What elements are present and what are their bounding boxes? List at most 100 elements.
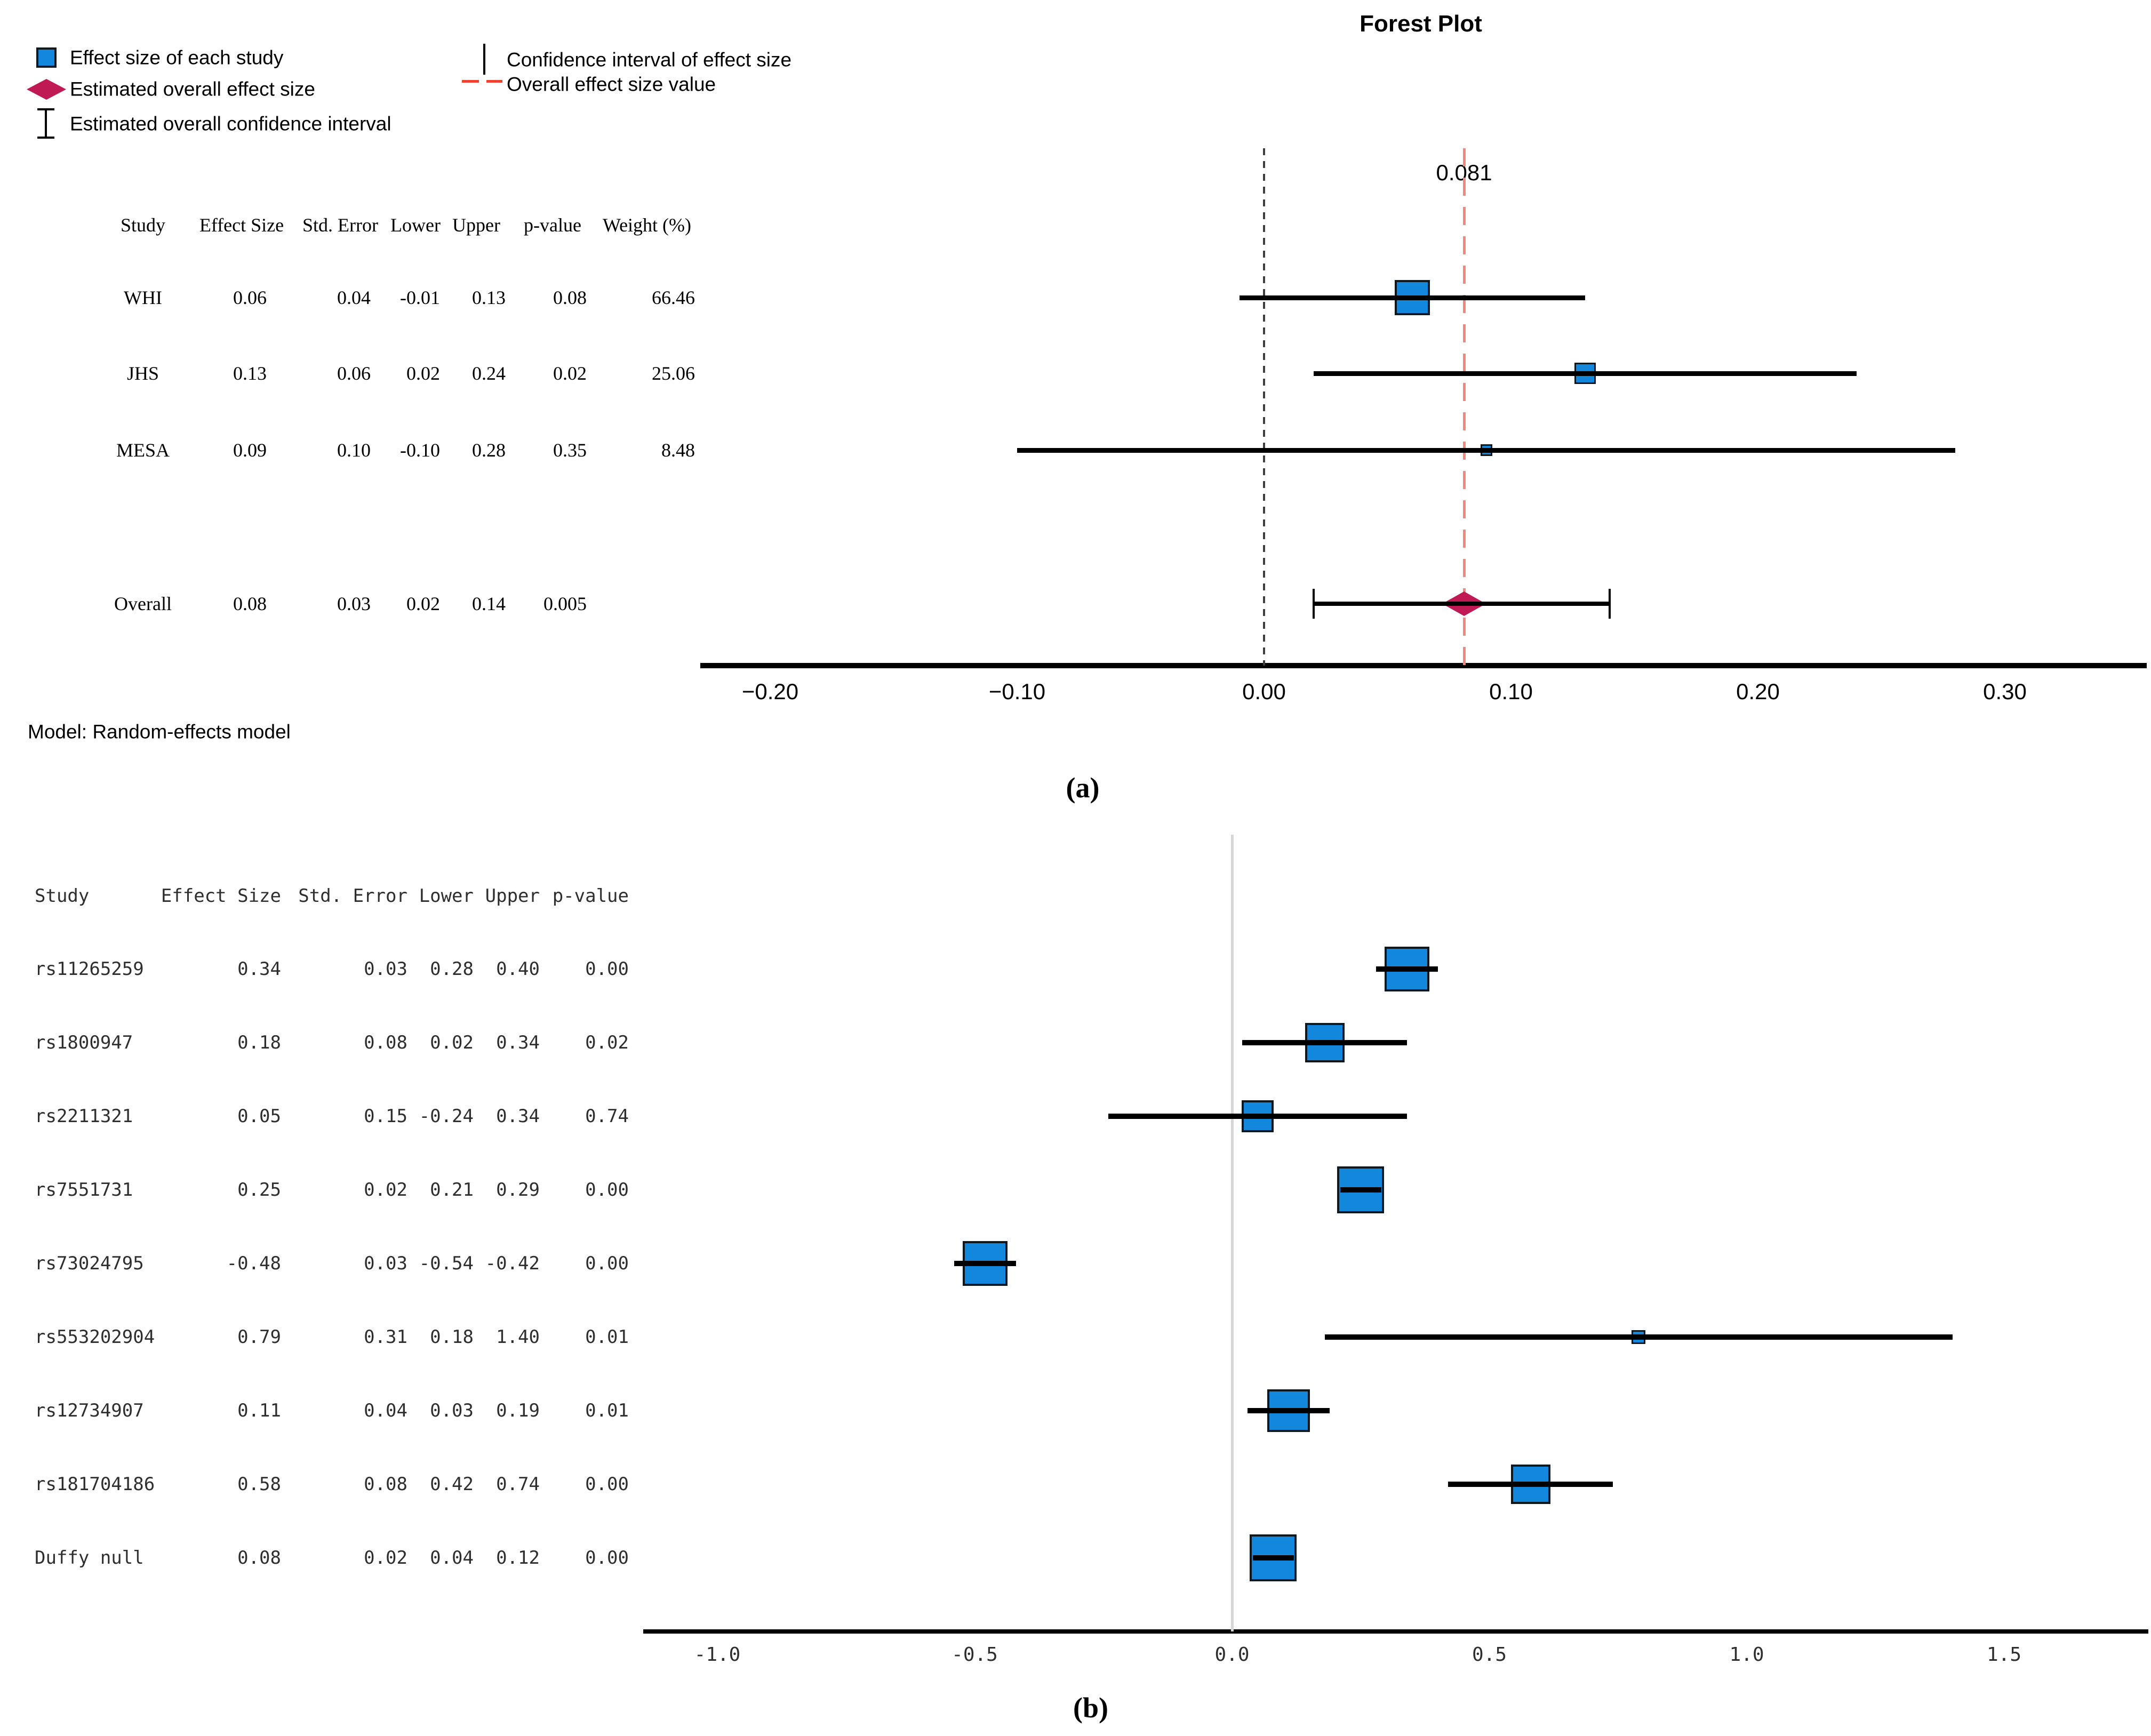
- study-ci-line: [1239, 295, 1585, 300]
- table-b-cell: 0.34: [237, 958, 281, 980]
- table-a-study: WHI: [124, 287, 162, 308]
- table-b-cell: 0.03: [430, 1400, 474, 1421]
- overall-value-line-icon: [462, 80, 479, 83]
- study-ci-line: [1324, 1334, 1953, 1340]
- x-tick-label-a: 0.00: [1242, 679, 1286, 704]
- overall-ci-icon-cap-bottom: [37, 137, 54, 139]
- table-a-study: Overall: [114, 593, 172, 614]
- legend-label-ci-line: Confidence interval of effect size: [507, 49, 792, 71]
- x-tick-label-b: -0.5: [951, 1644, 998, 1666]
- table-b-cell: 0.00: [585, 1253, 629, 1274]
- table-a-cell: 0.08: [553, 287, 587, 308]
- table-a-header: Std. Error: [302, 214, 378, 236]
- table-b-cell: 0.18: [430, 1326, 474, 1348]
- legend-label-overall-value: Overall effect size value: [507, 73, 716, 95]
- legend-label-study-square: Effect size of each study: [70, 46, 284, 69]
- table-a-cell: 0.03: [337, 593, 371, 614]
- table-b-cell: 0.79: [237, 1326, 281, 1348]
- overall-diamond-icon: [27, 79, 66, 100]
- table-b-study: rs11265259: [35, 958, 144, 980]
- table-b-cell: 1.40: [496, 1326, 540, 1348]
- table-b-study: rs2211321: [35, 1106, 133, 1127]
- table-b-cell: 0.02: [430, 1032, 474, 1053]
- table-a-cell: 0.14: [472, 593, 506, 614]
- table-b-cell: 0.40: [496, 958, 540, 980]
- x-tick-label-b: 1.0: [1729, 1644, 1764, 1666]
- table-a-cell: 0.04: [337, 287, 371, 308]
- x-tick-label-b: 0.5: [1472, 1644, 1507, 1666]
- table-b-study: Duffy null: [35, 1547, 144, 1569]
- table-b-cell: 0.03: [364, 958, 407, 980]
- overall-value-line-icon: [486, 80, 502, 83]
- table-a-cell: 0.09: [233, 439, 267, 461]
- table-b-cell: 0.25: [237, 1179, 281, 1201]
- panel-b-label: (b): [1073, 1692, 1108, 1724]
- table-a-cell: 0.02: [406, 593, 440, 614]
- table-a-cell: 0.005: [543, 593, 587, 614]
- study-ci-line: [1017, 447, 1956, 453]
- x-tick-label-a: 0.10: [1489, 679, 1533, 704]
- table-a-header: Upper: [452, 214, 500, 236]
- overall-ci-cap-right: [1609, 589, 1611, 619]
- table-a-cell: 0.02: [406, 363, 440, 384]
- x-tick-label-a: 0.30: [1983, 679, 2027, 704]
- table-b-cell: 0.74: [496, 1474, 540, 1495]
- overall-ci-line: [1313, 602, 1610, 606]
- table-b-cell: 0.05: [237, 1106, 281, 1127]
- model-note: Model: Random-effects model: [28, 721, 291, 743]
- legend-label-overall-ci: Estimated overall confidence interval: [70, 113, 391, 135]
- table-a-cell: -0.10: [400, 439, 440, 461]
- table-b-header: Std. Error: [298, 885, 407, 907]
- table-a-cell: 0.06: [337, 363, 371, 384]
- table-b-cell: -0.54: [419, 1253, 474, 1274]
- table-b-cell: 0.74: [585, 1106, 629, 1127]
- table-b-cell: 0.08: [364, 1032, 407, 1053]
- study-ci-line: [1340, 1187, 1381, 1193]
- table-a-cell: -0.01: [400, 287, 440, 308]
- x-axis-a: [700, 663, 2147, 668]
- table-b-header: Effect Size: [161, 885, 281, 907]
- table-b-cell: 0.31: [364, 1326, 407, 1348]
- overall-ci-icon-cap-top: [37, 108, 54, 110]
- table-a-header: Study: [120, 214, 166, 236]
- study-ci-line: [1242, 1040, 1408, 1045]
- table-a-header: Effect Size: [199, 214, 284, 236]
- table-a-cell: 0.06: [233, 287, 267, 308]
- legend-label-overall-diamond: Estimated overall effect size: [70, 78, 315, 100]
- table-b-cell: 0.04: [430, 1547, 474, 1569]
- table-b-cell: 0.04: [364, 1400, 407, 1421]
- table-a-cell: 0.28: [472, 439, 506, 461]
- x-tick-label-a: 0.20: [1736, 679, 1780, 704]
- table-b-cell: 0.01: [585, 1400, 629, 1421]
- table-b-cell: 0.34: [496, 1106, 540, 1127]
- study-ci-line: [1376, 966, 1438, 972]
- table-a-header: p-value: [524, 214, 581, 236]
- table-b-study: rs73024795: [35, 1253, 144, 1274]
- overall-ci-icon: [45, 109, 47, 138]
- table-b-study: rs181704186: [35, 1474, 155, 1495]
- x-tick-label-b: 1.5: [1986, 1644, 2022, 1666]
- table-b-cell: 0.01: [585, 1326, 629, 1348]
- x-tick-label-a: −0.20: [741, 679, 799, 704]
- panel-a-label: (a): [1066, 772, 1100, 804]
- table-a-header: Lower: [390, 214, 441, 236]
- table-b-cell: 0.12: [496, 1547, 540, 1569]
- table-a-cell: 0.08: [233, 593, 267, 614]
- table-b-header: p-value: [552, 885, 629, 907]
- study-ci-line: [954, 1261, 1016, 1266]
- table-b-cell: 0.18: [237, 1032, 281, 1053]
- x-tick-label-b: 0.0: [1214, 1644, 1250, 1666]
- x-axis-b: [643, 1629, 2148, 1634]
- table-b-cell: 0.11: [237, 1400, 281, 1421]
- table-b-cell: 0.00: [585, 1547, 629, 1569]
- table-b-cell: 0.58: [237, 1474, 281, 1495]
- table-a-cell: 0.13: [233, 363, 267, 384]
- table-b-cell: 0.02: [364, 1179, 407, 1201]
- table-b-cell: 0.00: [585, 1474, 629, 1495]
- table-a-cell: 25.06: [652, 363, 695, 384]
- table-a-study: MESA: [116, 439, 170, 461]
- table-b-cell: 0.21: [430, 1179, 474, 1201]
- table-b-cell: 0.02: [364, 1547, 407, 1569]
- figure-title: Forest Plot: [1360, 11, 1482, 37]
